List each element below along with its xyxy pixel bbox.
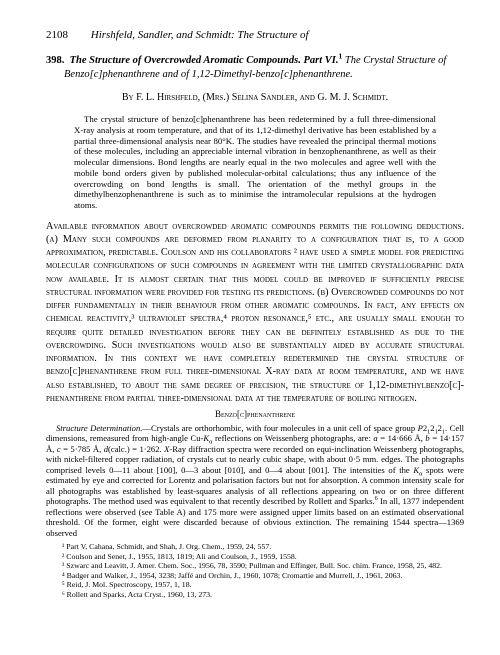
body-paragraph-1: Available information about overcrowded … [46, 220, 464, 406]
page-number: 2108 [46, 28, 88, 42]
ref-4: ⁴ Badger and Walker, J., 1954, 3238; Jaf… [62, 571, 464, 581]
article-title-block: 398. The Structure of Overcrowded Aromat… [64, 54, 464, 82]
article-title-1: The Structure of Overcrowded Aromatic Co… [70, 55, 339, 66]
structure-determination-para: Structure Determination.—Crystals are or… [46, 423, 464, 538]
ref-3: ³ Szwarc and Leavitt, J. Amer. Chem. Soc… [62, 561, 464, 571]
title-footnote-marker: 1 [338, 52, 342, 61]
ref-2: ² Coulson and Senet, J., 1955, 1813, 181… [62, 552, 464, 562]
abstract-text: The crystal structure of benzo[c]phenant… [74, 114, 436, 210]
ref-6: ⁶ Rollett and Sparks, Acta Cryst., 1960,… [62, 590, 464, 600]
ref-5: ⁵ Reid, J. Mol. Spectroscopy, 1957, 1, 1… [62, 580, 464, 590]
running-title: Hirshfeld, Sandler, and Schmidt: The Str… [91, 29, 309, 41]
abstract-block: The crystal structure of benzo[c]phenant… [74, 114, 436, 210]
struct-text: —Crystals are orthorhombic, with four mo… [46, 423, 464, 538]
article-number: 398. [46, 55, 64, 66]
running-header: 2108 Hirshfeld, Sandler, and Schmidt: Th… [46, 28, 464, 42]
section-heading: Benzo[c]phenanthrene [46, 409, 464, 421]
ref-1: ¹ Part V, Cahana, Schmidt, and Shah, J. … [62, 542, 464, 552]
footnotes-block: ¹ Part V, Cahana, Schmidt, and Shah, J. … [62, 542, 464, 599]
body-text-1: Available information about overcrowded … [46, 221, 464, 404]
authors-line: By F. L. Hirshfeld, (Mrs.) Selina Sandle… [46, 92, 464, 105]
struct-label: Structure Determination. [56, 423, 142, 433]
